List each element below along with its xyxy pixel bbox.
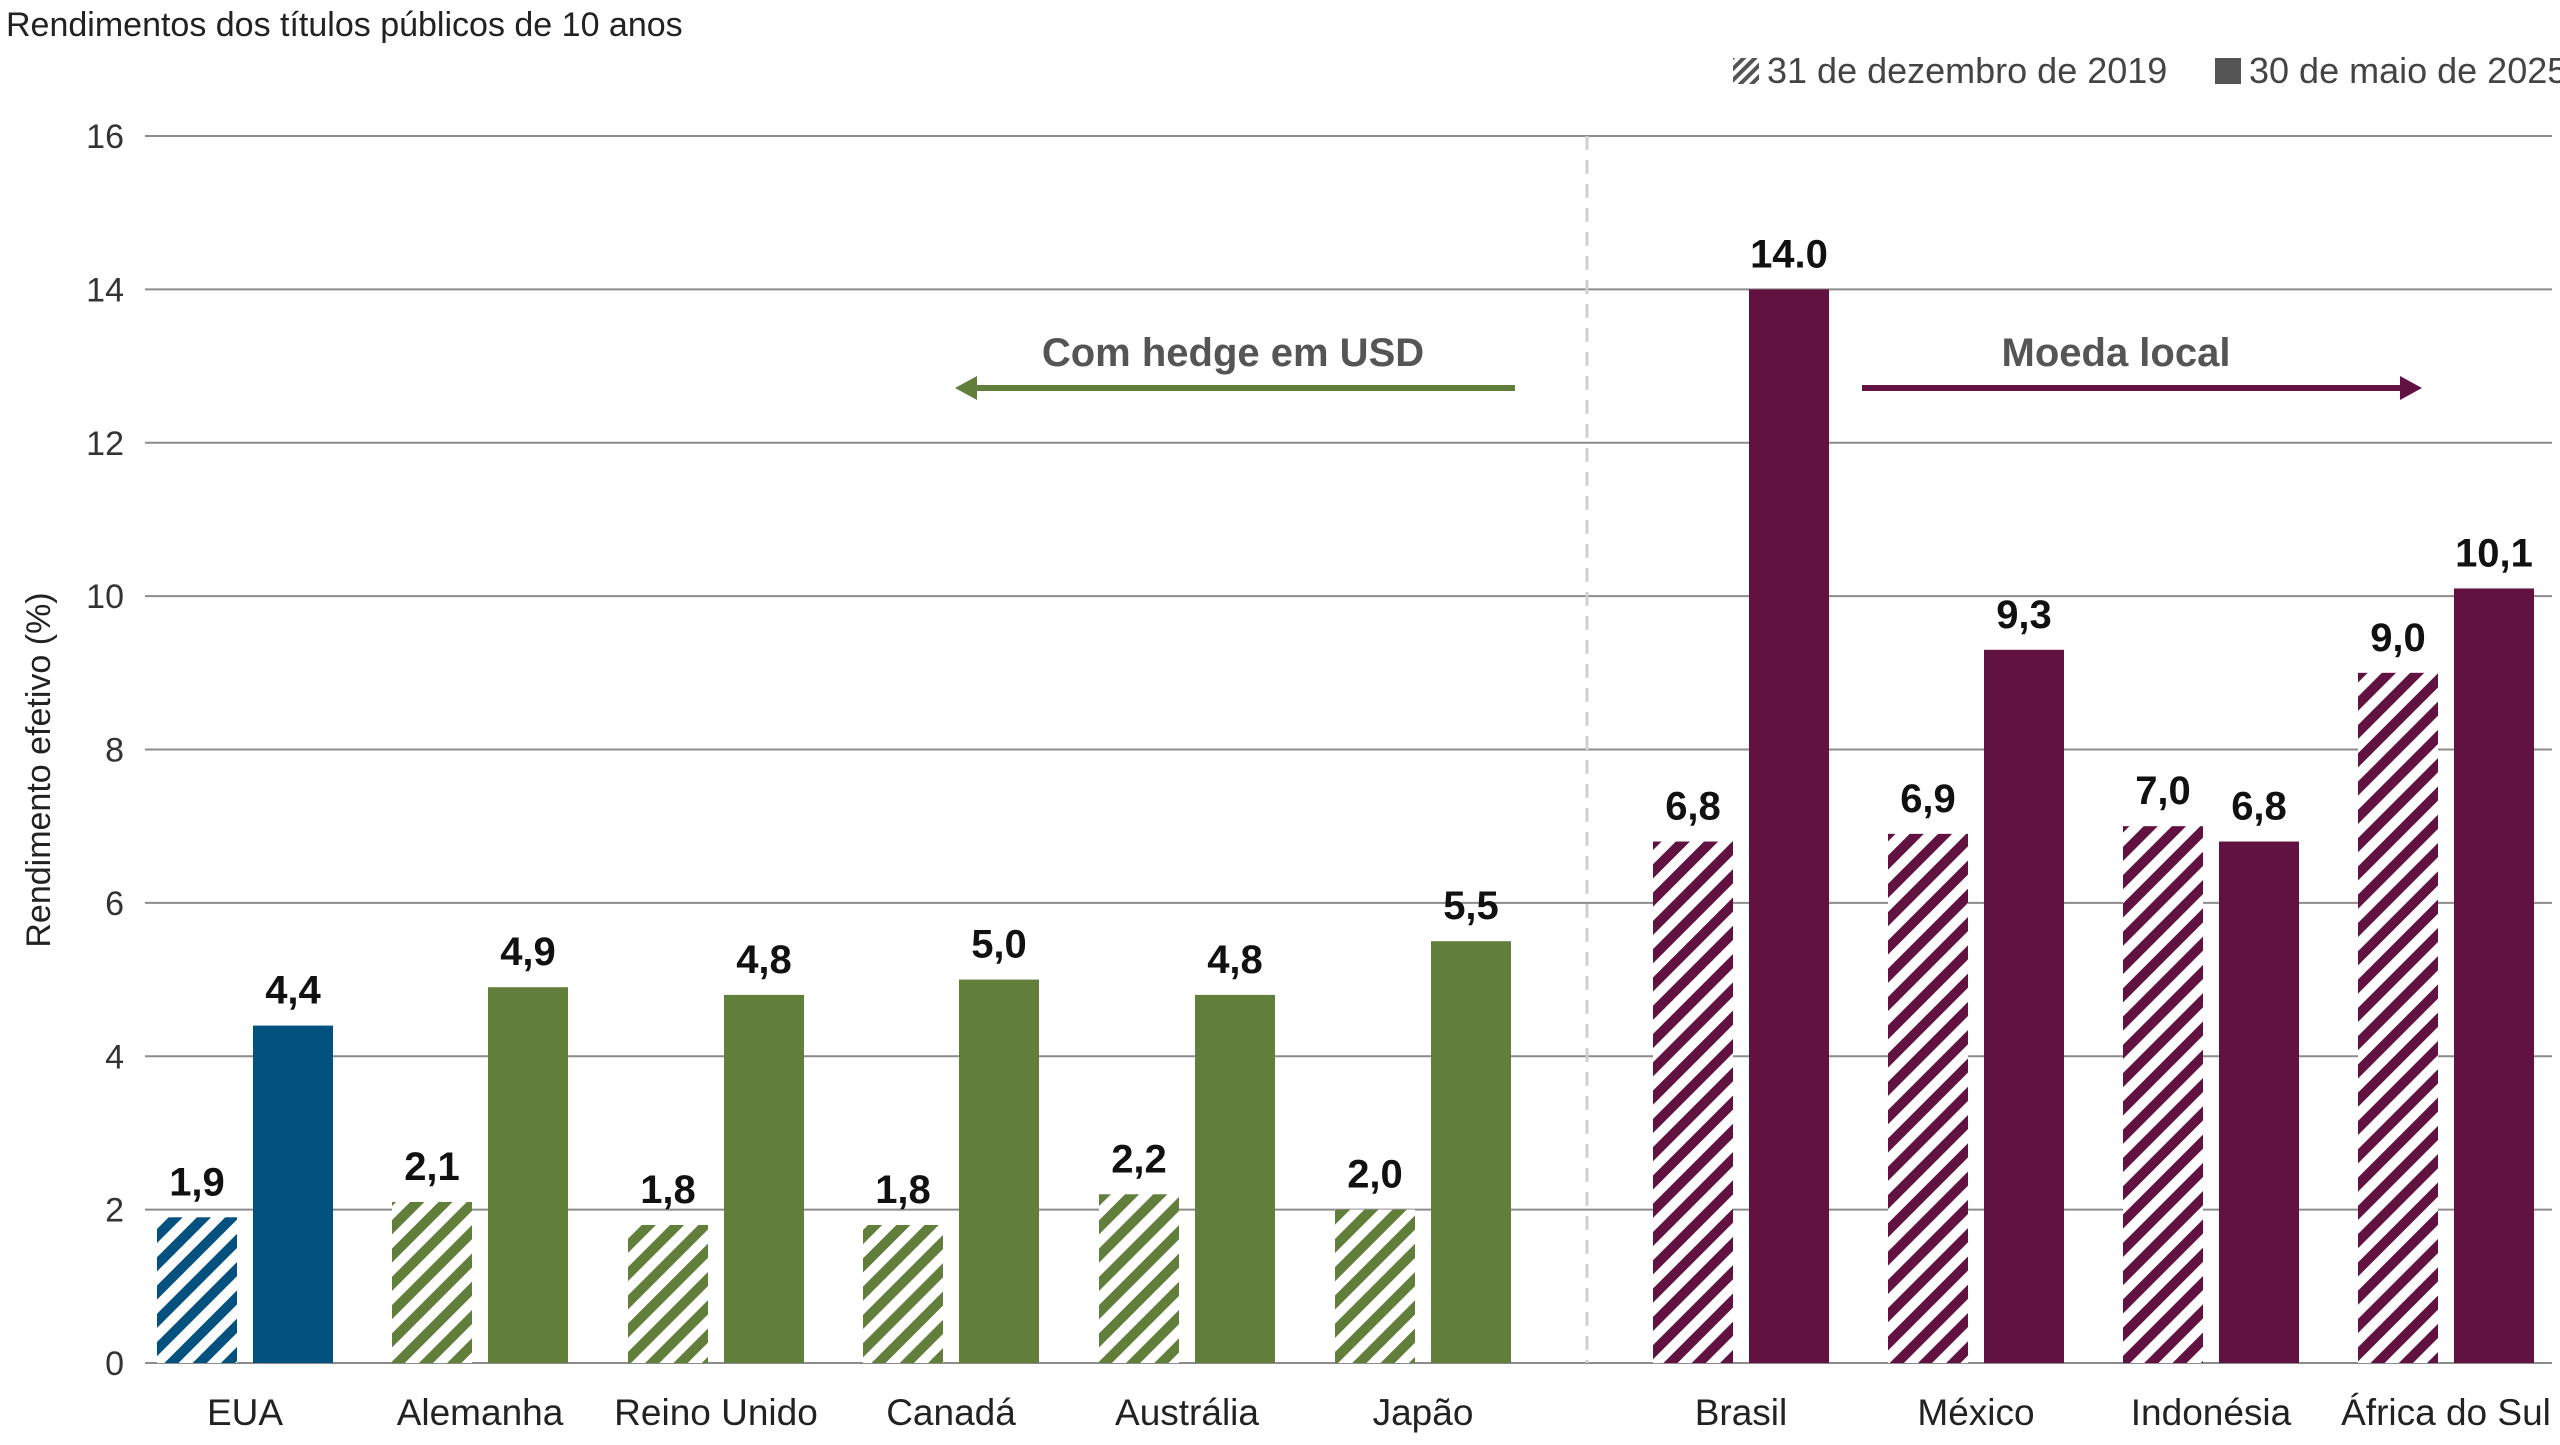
- data-label-2025-2: 4,8: [736, 938, 792, 982]
- arrow-hedged-head: [955, 376, 977, 400]
- y-axis-label: Rendimento efetivo (%): [20, 592, 58, 947]
- legend-label-2025: 30 de maio de 2025: [2249, 50, 2560, 91]
- arrow-local-head: [2400, 376, 2422, 400]
- category-label-3: Canadá: [886, 1392, 1016, 1433]
- bar-2025-0: [253, 1025, 333, 1363]
- bar-2025-4: [1195, 994, 1275, 1363]
- bar-2025-3: [959, 979, 1039, 1363]
- data-label-2025-6: 14.0: [1750, 232, 1828, 276]
- data-label-2019-5: 2,0: [1347, 1153, 1403, 1197]
- bar-2025-1: [488, 987, 568, 1363]
- data-label-2025-1: 4,9: [500, 930, 556, 974]
- bar-2025-9: [2454, 588, 2534, 1363]
- bar-2025-6: [1749, 289, 1829, 1363]
- bar-2019-7: [1888, 833, 1968, 1363]
- y-tick-label: 16: [86, 118, 124, 156]
- legend-label-2019: 31 de dezembro de 2019: [1767, 50, 2167, 91]
- y-tick-label: 12: [86, 425, 124, 463]
- bar-2019-0: [157, 1217, 237, 1363]
- data-label-2019-9: 9,0: [2370, 616, 2426, 660]
- annotation-local: Moeda local: [2002, 331, 2231, 375]
- data-label-2019-6: 6,8: [1665, 785, 1721, 829]
- bar-2019-6: [1653, 841, 1733, 1363]
- data-label-2025-0: 4,4: [265, 969, 321, 1013]
- bar-2025-7: [1984, 649, 2064, 1363]
- chart-title: Rendimentos dos títulos públicos de 10 a…: [6, 6, 683, 44]
- data-label-2025-9: 10,1: [2455, 531, 2533, 575]
- category-label-6: Brasil: [1695, 1392, 1788, 1433]
- category-label-5: Japão: [1373, 1392, 1474, 1433]
- bar-2019-5: [1335, 1209, 1415, 1363]
- category-label-7: México: [1917, 1392, 2034, 1433]
- y-tick-label: 4: [105, 1038, 124, 1076]
- legend-swatch-2019: [1733, 58, 1759, 84]
- bars: [157, 289, 2534, 1363]
- data-label-2019-0: 1,9: [169, 1160, 225, 1204]
- category-labels: EUA Alemanha Reino Unido Canadá Austrália Jap…: [207, 1392, 2551, 1433]
- bar-2019-1: [392, 1201, 472, 1363]
- bar-2025-2: [724, 994, 804, 1363]
- y-tick-label: 8: [105, 732, 124, 770]
- data-label-2025-5: 5,5: [1443, 884, 1499, 928]
- category-label-4: Austrália: [1115, 1392, 1259, 1433]
- bar-2019-4: [1099, 1194, 1179, 1363]
- data-label-2019-7: 6,9: [1900, 777, 1956, 821]
- data-label-2025-8: 6,8: [2231, 785, 2287, 829]
- bar-2019-2: [628, 1224, 708, 1363]
- bar-2019-9: [2358, 672, 2438, 1363]
- data-label-2019-8: 7,0: [2135, 769, 2191, 813]
- category-label-2: Reino Unido: [614, 1392, 818, 1433]
- data-label-2019-1: 2,1: [404, 1145, 460, 1189]
- legend: 31 de dezembro de 2019 30 de maio de 2025: [1733, 50, 2560, 91]
- annotation-hedged: Com hedge em USD: [1042, 331, 1424, 375]
- data-label-2019-4: 2,2: [1111, 1137, 1167, 1181]
- data-label-2025-7: 9,3: [1996, 593, 2052, 637]
- y-tick-label: 14: [86, 271, 124, 309]
- y-tick-label: 0: [105, 1345, 124, 1383]
- data-label-2019-3: 1,8: [875, 1168, 931, 1212]
- category-label-8: Indonésia: [2131, 1392, 2292, 1433]
- y-tick-label: 6: [105, 885, 124, 923]
- legend-swatch-2025: [2215, 58, 2241, 84]
- group-annotations: Com hedge em USD Moeda local: [955, 331, 2422, 400]
- category-label-9: África do Sul: [2341, 1392, 2551, 1433]
- bar-2025-8: [2219, 841, 2299, 1363]
- y-tick-label: 2: [105, 1192, 124, 1230]
- y-axis-ticks: 0 2 4 6 8 10 12 14 16: [86, 118, 124, 1383]
- data-label-2025-3: 5,0: [971, 923, 1027, 967]
- category-label-1: Alemanha: [397, 1392, 564, 1433]
- bar-2019-8: [2123, 826, 2203, 1363]
- data-label-2025-4: 4,8: [1207, 938, 1263, 982]
- bar-2019-3: [863, 1224, 943, 1363]
- y-tick-label: 10: [86, 578, 124, 616]
- data-label-2019-2: 1,8: [640, 1168, 696, 1212]
- bar-2025-5: [1431, 941, 1511, 1363]
- data-labels: 1,9 4,4 2,1 4,9 1,8 4,8 1,8 5,0 2,2 4,8 2,0 5,5 6,8 1…: [169, 232, 2533, 1212]
- category-label-0: EUA: [207, 1392, 283, 1433]
